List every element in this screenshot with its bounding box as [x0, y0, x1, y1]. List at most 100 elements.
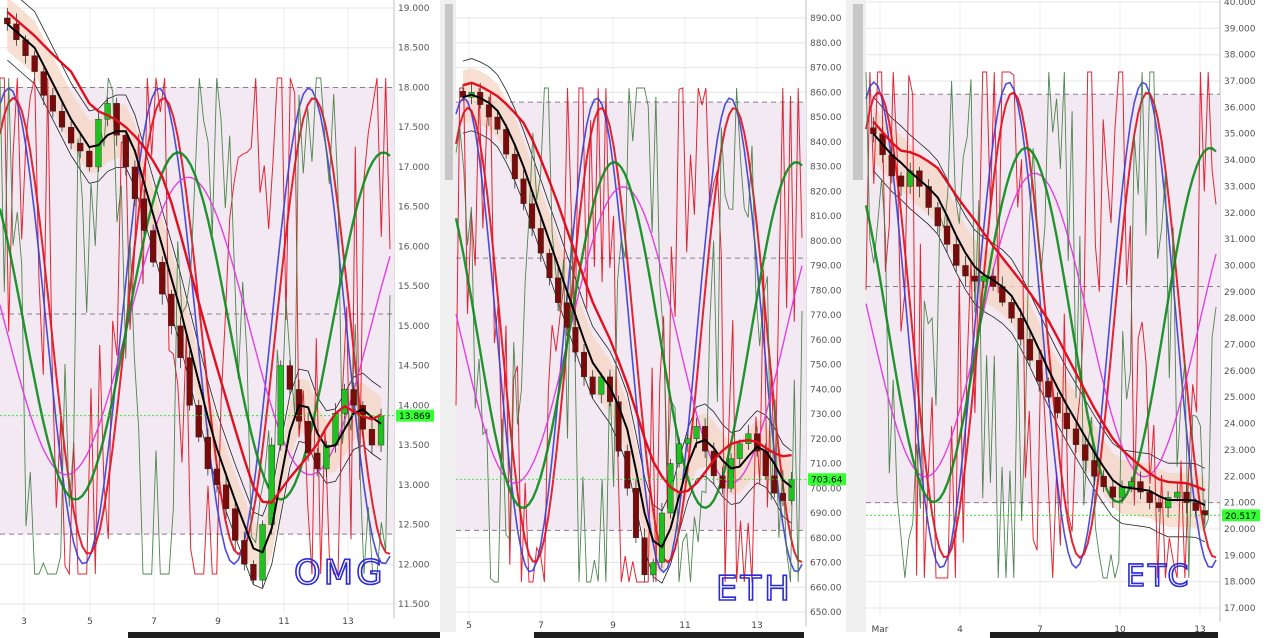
y-tick-label: 25.000 [1224, 393, 1256, 403]
candle-body [195, 405, 202, 438]
candle-body [222, 484, 230, 509]
y-tick-label: 870.00 [810, 64, 842, 74]
candle-body [286, 365, 294, 390]
oscillator-green-thick [454, 160, 803, 510]
current-price-tag [808, 473, 846, 486]
candle-body [323, 444, 330, 470]
y-tick-label: 790.00 [810, 262, 842, 272]
candle-body [503, 129, 510, 155]
candle-body [77, 142, 84, 152]
candle-body [350, 389, 357, 406]
handwritten-symbol-annotation: ETH [716, 569, 793, 609]
candle-body [693, 426, 700, 439]
y-tick-label: 19.000 [1224, 551, 1256, 561]
candle-body [485, 104, 492, 118]
candle-body [520, 178, 527, 204]
y-tick-label: 17.000 [1224, 604, 1256, 614]
candle-body [736, 443, 743, 459]
y-tick-label: 24.000 [1224, 420, 1256, 430]
y-tick-label: 33.000 [1224, 182, 1256, 192]
y-tick-label: 20.000 [1224, 525, 1256, 535]
oscillator-green-thick [0, 151, 391, 501]
y-tick-label: 760.00 [810, 336, 842, 346]
y-tick-label: 30.000 [1224, 261, 1256, 271]
candle-body [177, 325, 184, 358]
y-tick-label: 840.00 [810, 138, 842, 148]
x-tick-label: 11 [679, 621, 690, 631]
y-tick-label: 650.00 [810, 608, 842, 618]
candle-body [131, 166, 139, 199]
current-price-tag [396, 409, 434, 422]
x-tick-label: Mar [872, 625, 889, 635]
oscillator-red [865, 90, 1217, 560]
candle-body [1137, 481, 1144, 493]
candle-body [58, 111, 66, 128]
y-tick-label: 23.000 [1224, 446, 1256, 456]
candle-body [67, 126, 75, 144]
y-tick-label: 800.00 [810, 237, 842, 247]
candle-body [624, 450, 631, 489]
candle-body [31, 55, 38, 72]
y-tick-label: 17.000 [398, 163, 430, 173]
candle-body [49, 95, 56, 112]
y-tick-label: 16.000 [398, 242, 430, 252]
bottom-scroll-strip-1[interactable] [128, 632, 440, 638]
candle-body [140, 198, 148, 231]
candle-body [953, 244, 960, 266]
candle-body [368, 428, 376, 446]
candle-body [305, 421, 312, 454]
oscillator-red [455, 106, 803, 564]
oscillator-blue [865, 80, 1217, 570]
candle-body [572, 327, 579, 353]
candle-body [888, 154, 895, 177]
candle-body [980, 275, 988, 282]
bottom-scroll-strip-2[interactable] [534, 632, 804, 638]
x-tick-label: 13 [342, 617, 353, 627]
candle-body [1201, 510, 1209, 516]
y-tick-label: 710.00 [810, 460, 842, 470]
oscillator-blue [455, 96, 803, 574]
current-price-label: 20.517 [1225, 512, 1257, 522]
y-tick-label: 830.00 [810, 163, 842, 173]
y-tick-label: 40.000 [1224, 0, 1256, 8]
y-tick-label: 39.000 [1224, 24, 1256, 34]
candle-body [277, 365, 284, 446]
x-tick-label: 11 [278, 617, 289, 627]
y-tick-label: 740.00 [810, 385, 842, 395]
scrollbar-thumb-2[interactable] [853, 4, 863, 180]
candle-body [962, 265, 969, 277]
current-price-tag [1222, 509, 1260, 522]
oscillator-green-thin [455, 87, 803, 583]
y-tick-label: 13.000 [398, 481, 430, 491]
candle-body [168, 293, 175, 327]
candle-body [1026, 339, 1034, 361]
y-tick-label: 11.500 [398, 600, 430, 610]
y-tick-label: 18.000 [398, 83, 430, 93]
current-price-label: 703.64 [811, 476, 843, 486]
moving-average-fast [462, 93, 793, 549]
candle-body [150, 230, 157, 263]
y-tick-label: 14.500 [398, 362, 430, 372]
candle-body [632, 488, 639, 538]
y-tick-label: 27.000 [1224, 341, 1256, 351]
bottom-scroll-strip-3[interactable] [990, 632, 1218, 638]
scrollbar-thumb-1[interactable] [445, 4, 453, 180]
candle-body [780, 493, 786, 501]
candle-body [943, 225, 951, 245]
candle-body [615, 401, 622, 452]
x-tick-label: 4 [957, 625, 963, 635]
candle-body [1091, 460, 1098, 477]
candle-body [213, 468, 221, 486]
candle-body [4, 17, 11, 25]
candle-body [1100, 476, 1107, 487]
candle-body [1072, 428, 1080, 445]
oscillator-green-thin [865, 71, 1217, 579]
candle-body [658, 512, 665, 563]
candle-body [341, 389, 348, 414]
candle-body [511, 153, 518, 180]
y-tick-label: 38.000 [1224, 51, 1256, 61]
envelope-upper-line [873, 96, 1206, 469]
y-tick-label: 660.00 [810, 583, 842, 593]
candle-body [934, 207, 941, 227]
